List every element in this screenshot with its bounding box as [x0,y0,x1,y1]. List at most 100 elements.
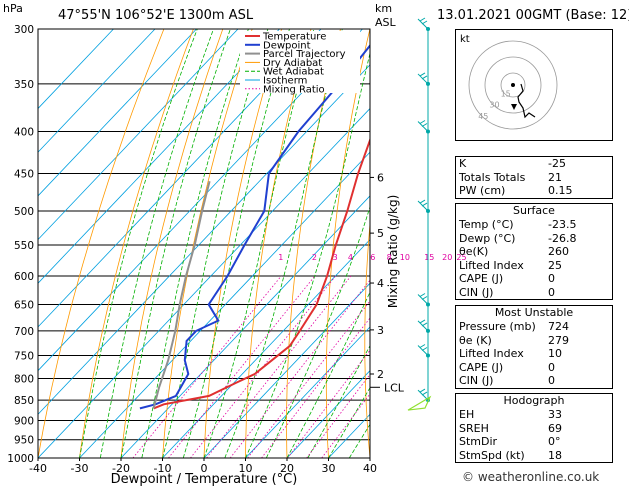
legend-entry: Temperature [262,32,326,43]
mixing-ratio-axis-label: Mixing Ratio (g/kg) [386,195,400,308]
mixing-ratio-label: 2 [312,253,317,262]
surface-label: Temp (°C) [459,218,514,231]
surface-value: 260 [548,245,569,258]
hodograph-table: Hodograph EH 33 SREH 69 StmDir 0° StmSpd (kt) 18 [455,393,613,463]
legend-entry: Dry Adiabat [263,58,322,69]
unstable-label: θe (K) [459,333,492,347]
pressure-tick-label: 700 [14,326,34,338]
index-label: K [459,157,467,170]
hodograph-ring [468,40,558,130]
surface-row: Lifted Index 25 [456,259,612,273]
pressure-tick-label: 350 [14,79,34,91]
km-tick-label: 6 [377,171,384,184]
surface-row: CAPE (J) 0 [456,272,612,286]
dry-adiabat-line [203,29,282,458]
dry-adiabat-line [79,29,194,458]
index-row: K -25 [456,157,612,171]
dry-adiabat-line [120,29,224,458]
surface-label: Dewp (°C) [459,231,516,245]
hodo-row: EH 33 [456,408,612,422]
surface-value: -23.5 [548,218,577,231]
surface-label: θe(K) [459,245,489,258]
hodograph-center [511,83,515,87]
hpa-label: hPa [3,2,23,15]
lcl-label: LCL [384,381,405,394]
hodograph-ring-label: 45 [478,112,488,121]
surface-value: 0 [548,272,555,285]
mixing-ratio-label: 3 [333,253,338,262]
index-label: PW (cm) [459,184,506,197]
hodo-row: StmDir 0° [456,435,612,449]
x-tick-label: 0 [201,462,208,475]
km-label: km [375,2,393,15]
wind-barb [417,319,429,332]
hodograph-trace [517,83,536,119]
wet-adiabat-line [265,205,370,458]
isotherm-line [38,64,370,415]
unstable-value: 724 [548,320,569,333]
hodo-row: SREH 69 [456,422,612,436]
legend-entry: Wet Adiabat [263,67,324,78]
wind-barb [417,388,429,401]
hodograph-frame [455,29,613,141]
pressure-tick-label: 650 [14,300,34,312]
km-tick-label: 3 [377,324,384,337]
isotherm-line [38,29,156,153]
hodo-title: Hodograph [503,394,565,407]
legend-entry: Parcel Trajectory [263,49,346,60]
km-tick-label: 4 [377,277,384,290]
unstable-title: Most Unstable [494,306,574,319]
dewpoint-series [139,44,370,410]
pressure-tick-label: 500 [14,206,34,218]
hodo-label: SREH [459,421,489,435]
dry-adiabat-line [162,29,253,458]
wet-adiabat-line [120,29,231,458]
most-unstable-table: Most Unstable Pressure (mb) 724 θe (K) 279 Li… [455,305,613,389]
hodo-label: StmDir [459,435,498,448]
index-row: Totals Totals 21 [456,171,612,185]
index-value: -25 [548,157,566,170]
mixing-ratio-label: 6 [370,253,375,262]
index-row: PW (cm) 0.15 [456,184,612,198]
wet-adiabat-line [224,29,343,458]
hodo-value: 18 [548,448,562,462]
mixing-ratio-label: 15 [424,253,434,262]
pressure-tick-label: 300 [14,24,34,36]
temperature-series [153,137,370,410]
index-value: 21 [548,170,562,184]
x-tick-label: -30 [71,462,89,475]
index-label: Totals Totals [459,170,526,184]
unstable-label: Pressure (mb) [459,320,536,333]
mixing-ratio-line [190,275,336,458]
legend-entry: Isotherm [263,76,307,87]
unstable-label: CAPE (J) [459,360,504,374]
mixing-ratio-line [206,275,352,458]
isotherm-line [38,29,280,284]
mixing-ratio-label: 10 [400,253,410,262]
hodograph-kt-label: kt [460,34,470,45]
pressure-tick-label: 400 [14,127,34,139]
wet-adiabat-line [141,29,249,458]
unstable-row: θe (K) 279 [456,334,612,348]
location-title: 47°55'N 106°52'E 1300m ASL [58,8,254,23]
wind-barb [417,293,429,305]
wet-adiabat-line [328,387,370,458]
pressure-tick-label: 850 [14,395,34,407]
surface-value: 25 [548,258,562,272]
isotherm-line [120,195,370,458]
x-tick-label: -40 [29,462,47,475]
x-tick-label: 30 [322,462,336,475]
dry-adiabat-line [245,29,312,458]
copyright: © weatheronline.co.uk [462,470,600,484]
unstable-value: 10 [548,347,562,360]
wind-barb [417,72,429,85]
datetime-title: 13.01.2021 00GMT (Base: 12) [437,8,629,23]
wind-barb [417,344,429,356]
index-value: 0.15 [548,184,573,197]
pressure-tick-label: 550 [14,240,34,252]
hodo-row: StmSpd (kt) 18 [456,449,612,463]
surface-label: Lifted Index [459,258,524,272]
isotherm-line [203,282,370,458]
hodograph-ring-label: 15 [501,89,511,98]
